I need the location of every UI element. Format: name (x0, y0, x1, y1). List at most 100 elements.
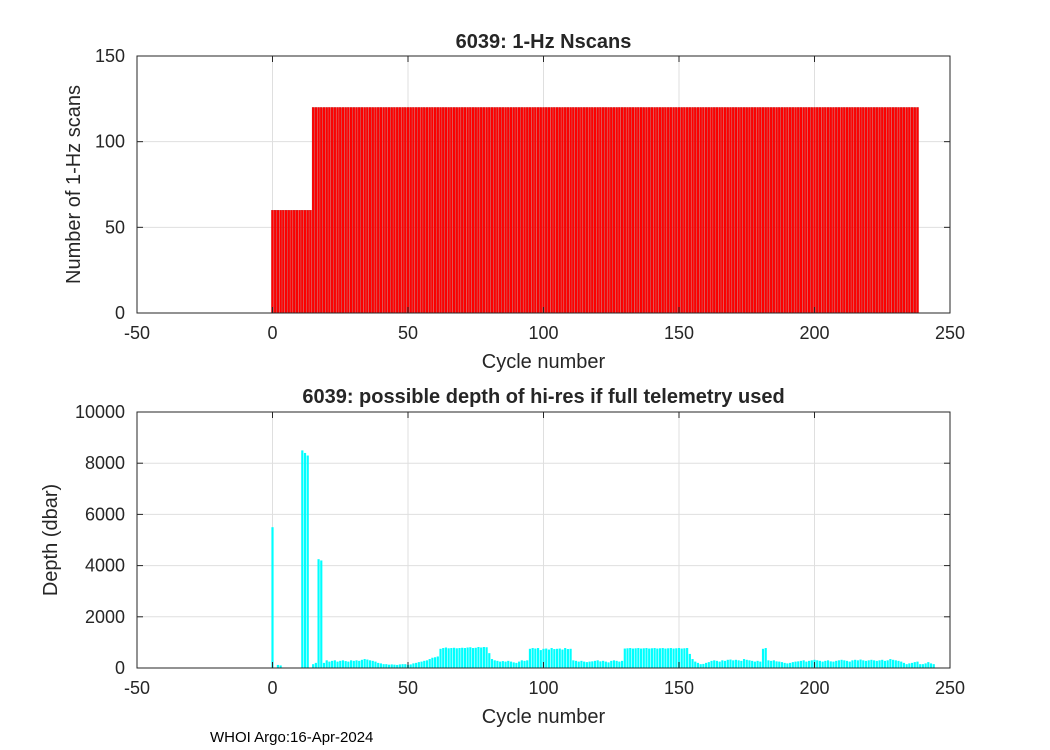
bar-depth (461, 647, 464, 668)
bar-nscans (599, 107, 602, 314)
bar-nscans (913, 107, 916, 314)
bar-depth (677, 648, 681, 668)
bar-depth (672, 648, 675, 668)
bar-depth (425, 660, 429, 668)
bar-depth (463, 648, 466, 668)
bar-nscans (824, 107, 827, 314)
bar-depth (661, 648, 664, 668)
bar-nscans (341, 107, 345, 314)
x-tick-label: 50 (398, 678, 418, 698)
bar-nscans (729, 107, 732, 314)
bar-depth (710, 660, 713, 668)
bar-depth (826, 660, 830, 668)
bar-nscans (274, 210, 277, 314)
bar-depth (810, 660, 813, 668)
bar-nscans (366, 107, 369, 314)
bar-depth (653, 648, 656, 668)
bar-nscans (639, 107, 643, 314)
bar-depth (789, 662, 792, 668)
bar-nscans (604, 107, 608, 314)
bar-nscans (802, 107, 805, 314)
x-tick-label: 50 (398, 323, 418, 343)
bar-depth (664, 648, 667, 668)
bar-nscans (447, 107, 450, 314)
bar-depth (385, 664, 388, 668)
bar-nscans (894, 107, 898, 314)
bar-depth (775, 661, 778, 668)
bar-nscans (539, 107, 542, 314)
bar-depth (493, 660, 496, 668)
bar-depth (718, 661, 721, 668)
bar-nscans (900, 107, 903, 314)
bar-nscans (745, 107, 748, 314)
x-tick-label: 150 (664, 678, 694, 698)
bar-nscans (840, 107, 843, 314)
bar-nscans (799, 107, 803, 314)
bar-depth (444, 647, 448, 668)
bar-nscans (414, 107, 418, 314)
y-tick-label: 50 (105, 217, 125, 237)
bar-nscans (821, 107, 824, 314)
bar-nscans (474, 107, 477, 314)
bar-depth (721, 660, 724, 668)
bar-depth (807, 660, 811, 668)
bar-depth (523, 660, 526, 668)
bar-nscans (702, 107, 705, 314)
bar-nscans (439, 107, 442, 314)
bar-nscans (555, 107, 559, 314)
bar-depth (591, 661, 594, 668)
bar-depth (859, 659, 862, 668)
bar-depth (740, 660, 743, 668)
bar-depth (856, 660, 859, 668)
bar-nscans (501, 107, 505, 314)
bar-depth (648, 648, 651, 668)
bar-nscans (875, 107, 879, 314)
bar-depth (363, 659, 366, 668)
bar-depth (902, 662, 906, 668)
bar-nscans (355, 107, 358, 314)
x-tick-label: 250 (935, 323, 965, 343)
bar-depth (867, 660, 870, 668)
bar-depth (499, 661, 502, 668)
bar-depth (409, 664, 412, 668)
x-tick-label: 100 (528, 678, 558, 698)
bar-depth (680, 648, 683, 668)
bar-depth (366, 659, 369, 668)
bar-nscans (452, 107, 456, 314)
bar-nscans (471, 107, 475, 314)
bar-nscans (642, 107, 645, 314)
bar-depth (748, 660, 751, 668)
bar-depth (705, 662, 708, 668)
x-axis-label-nscans: Cycle number (482, 351, 606, 373)
bar-nscans (284, 210, 288, 314)
bar-nscans (859, 107, 862, 314)
bar-nscans (620, 107, 624, 314)
bar-nscans (666, 107, 670, 314)
bar-depth (452, 647, 456, 668)
bar-nscans (905, 107, 908, 314)
bar-nscans (580, 107, 583, 314)
bar-nscans (490, 107, 494, 314)
bar-depth (482, 647, 485, 668)
bar-nscans (699, 107, 702, 314)
bar-nscans (826, 107, 830, 314)
bar-nscans (834, 107, 838, 314)
bar-depth (306, 455, 309, 668)
bar-nscans (631, 107, 635, 314)
bar-nscans (664, 107, 667, 314)
chart-title-depth: 6039: possible depth of hi-res if full t… (302, 386, 784, 408)
bar-nscans (672, 107, 675, 314)
bar-nscans (750, 107, 754, 314)
bar-nscans (848, 107, 851, 314)
bar-nscans (867, 107, 870, 314)
bar-nscans (772, 107, 776, 314)
bar-depth (322, 662, 326, 668)
bar-depth (688, 653, 691, 668)
x-tick-label: -50 (124, 323, 150, 343)
bar-nscans (851, 107, 854, 314)
bar-nscans (292, 210, 296, 314)
bar-nscans (889, 107, 892, 314)
